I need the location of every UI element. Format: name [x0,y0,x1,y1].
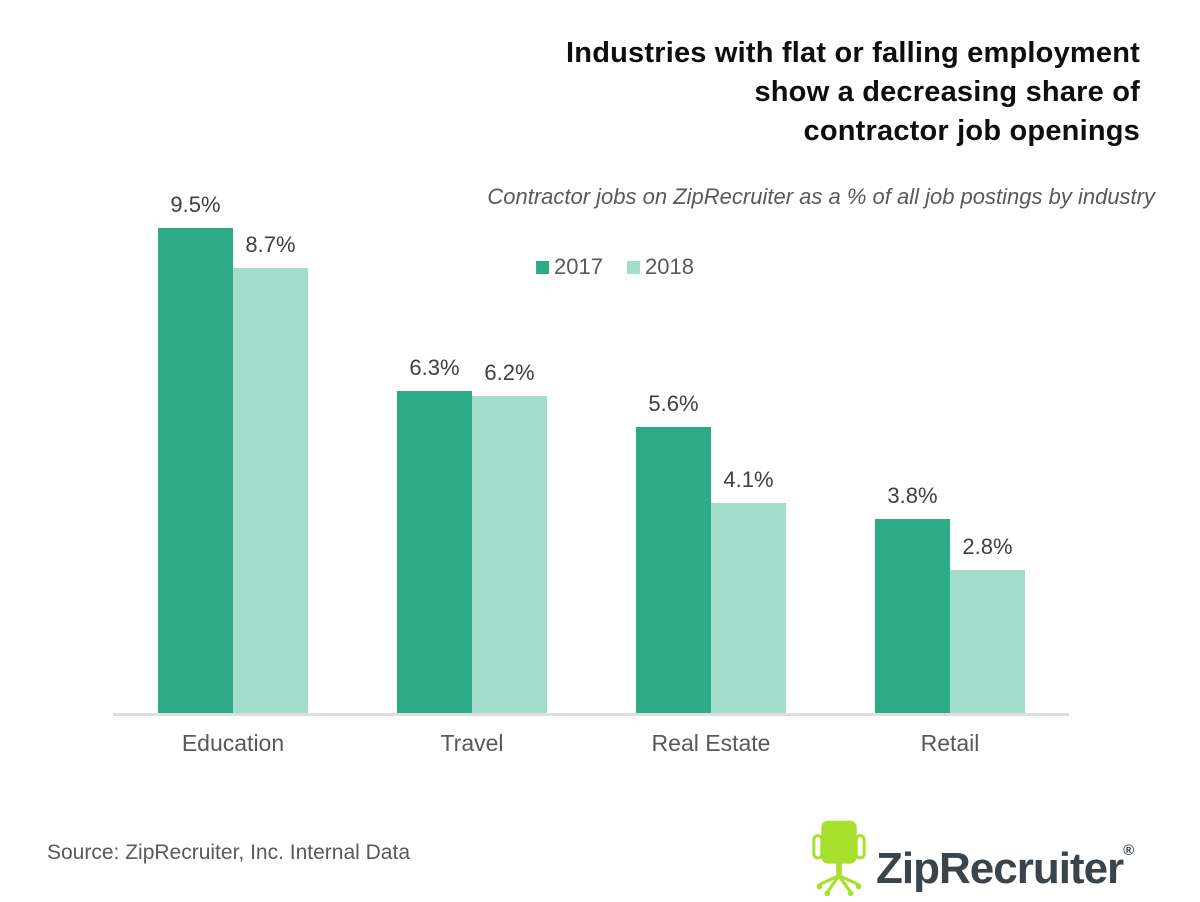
bar-2018-real-estate [711,503,786,713]
bar-value-2017-travel: 6.3% [409,355,460,380]
brand-logo: ZipRecruiter® [812,812,1134,902]
category-label-travel: Travel [440,730,504,756]
bar-2017-travel [397,391,472,713]
brand-wordmark: ZipRecruiter® [876,812,1134,902]
bar-value-2018-retail: 2.8% [962,534,1013,559]
bar-2018-education [233,268,308,713]
category-label-retail: Retail [920,730,980,756]
registered-mark: ® [1123,842,1135,859]
bar-2017-education [158,228,233,713]
bar-value-2017-retail: 3.8% [887,483,938,508]
office-chair-icon [812,819,866,902]
brand-text: ZipRecruiter [876,844,1124,893]
legend-label-2018: 2018 [645,254,694,279]
bar-2017-retail [875,519,950,713]
legend-label-2017: 2017 [554,254,603,279]
bar-value-2018-travel: 6.2% [484,360,535,385]
category-label-education: Education [181,730,285,756]
x-axis-line [113,713,1069,716]
category-label-real-estate: Real Estate [651,730,771,756]
chart-title-line-2: show a decreasing share of [754,76,1140,108]
chart-title: Industries with flat or falling employme… [420,34,1140,151]
legend-swatch-2017 [536,260,550,274]
chart-title-line-3: contractor job openings [803,115,1140,147]
chart-title-line-1: Industries with flat or falling employme… [566,37,1140,69]
bar-2017-real-estate [636,427,711,713]
source-note: Source: ZipRecruiter, Inc. Internal Data [47,841,410,864]
legend-swatch-2018 [627,260,640,274]
chart-subtitle: Contractor jobs on ZipRecruiter as a % o… [487,184,1155,209]
bar-2018-retail [950,570,1025,713]
bar-value-2018-education: 8.7% [245,232,296,257]
bar-value-2018-real-estate: 4.1% [723,467,774,492]
legend-item-2017: 2017 [536,254,603,280]
bar-value-2017-real-estate: 5.6% [648,391,699,416]
legend-item-2018: 2018 [627,254,694,280]
chart-legend: 2017 2018 [536,254,694,280]
bar-2018-travel [472,396,547,713]
bar-value-2017-education: 9.5% [170,192,221,217]
